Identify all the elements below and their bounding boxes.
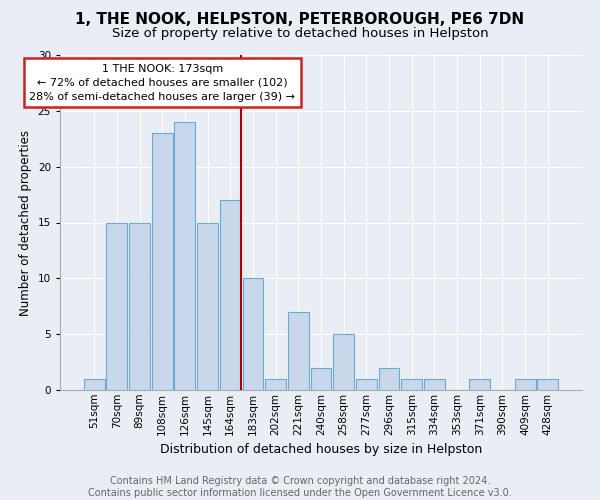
Bar — [469, 379, 490, 390]
Bar — [152, 133, 173, 390]
Text: 1, THE NOOK, HELPSTON, PETERBOROUGH, PE6 7DN: 1, THE NOOK, HELPSTON, PETERBOROUGH, PE6… — [76, 12, 524, 28]
Bar — [311, 368, 331, 390]
Bar — [129, 222, 150, 390]
Bar — [220, 200, 241, 390]
Bar — [288, 312, 309, 390]
Bar — [356, 379, 377, 390]
Bar — [379, 368, 400, 390]
Bar — [265, 379, 286, 390]
Bar — [424, 379, 445, 390]
Bar — [84, 379, 104, 390]
Text: Size of property relative to detached houses in Helpston: Size of property relative to detached ho… — [112, 28, 488, 40]
Bar — [242, 278, 263, 390]
Bar — [515, 379, 536, 390]
Y-axis label: Number of detached properties: Number of detached properties — [19, 130, 32, 316]
Bar — [106, 222, 127, 390]
Bar — [538, 379, 558, 390]
X-axis label: Distribution of detached houses by size in Helpston: Distribution of detached houses by size … — [160, 443, 482, 456]
Bar — [401, 379, 422, 390]
Bar — [197, 222, 218, 390]
Text: 1 THE NOOK: 173sqm
← 72% of detached houses are smaller (102)
28% of semi-detach: 1 THE NOOK: 173sqm ← 72% of detached hou… — [29, 64, 295, 102]
Bar — [333, 334, 354, 390]
Bar — [175, 122, 196, 390]
Text: Contains HM Land Registry data © Crown copyright and database right 2024.
Contai: Contains HM Land Registry data © Crown c… — [88, 476, 512, 498]
